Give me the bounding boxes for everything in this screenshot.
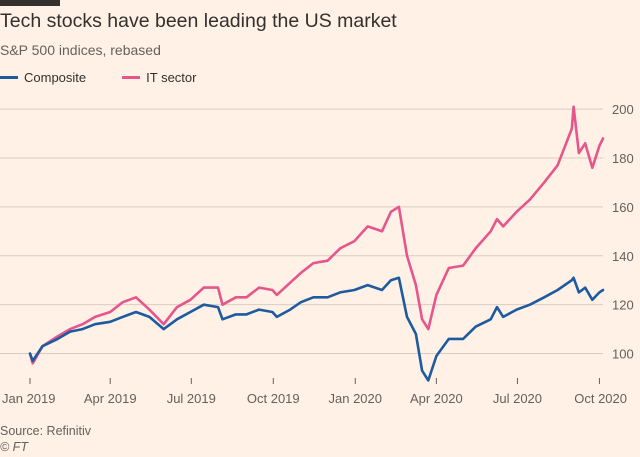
legend-swatch-composite (0, 76, 18, 79)
gridlines (0, 108, 603, 355)
legend-item-composite: Composite (0, 70, 86, 85)
y-tick-label: 140 (612, 249, 634, 264)
series-line-it-sector (28, 105, 605, 365)
legend-label-it-sector: IT sector (146, 70, 197, 85)
legend-item-it-sector: IT sector (122, 70, 196, 85)
x-axis-ticks: Jan 2019 Apr 2019 Jul 2019 Oct 2019 Jan 2020… (2, 378, 627, 406)
y-tick-label: 180 (612, 151, 634, 166)
x-tick-label: Jul 2019 (167, 391, 216, 406)
ft-brand-bar (0, 0, 60, 6)
chart-title: Tech stocks have been leading the US mar… (0, 10, 397, 32)
ft-credit: © FT (0, 440, 28, 454)
x-tick-label: Jan 2020 (329, 391, 383, 406)
y-tick-label: 200 (612, 102, 634, 117)
legend-label-composite: Composite (24, 70, 87, 85)
chart-subtitle: S&P 500 indices, rebased (0, 42, 161, 58)
x-tick-label: Oct 2019 (247, 391, 300, 406)
chart-legend: Composite IT sector (0, 70, 196, 85)
y-axis-ticks: 100 120 140 160 180 200 (612, 102, 634, 361)
x-tick-label: Apr 2020 (410, 391, 463, 406)
source-note: Source: Refinitiv (0, 424, 92, 438)
legend-swatch-it-sector (122, 76, 141, 79)
x-tick-label: Oct 2020 (574, 391, 627, 406)
x-tick-label: Jan 2019 (2, 391, 56, 406)
x-tick-label: Apr 2019 (84, 391, 137, 406)
y-tick-label: 160 (612, 200, 634, 215)
x-tick-label: Jul 2020 (493, 391, 542, 406)
series-lines (28, 105, 605, 382)
y-tick-label: 100 (612, 347, 634, 362)
series-line-composite (28, 276, 605, 382)
y-tick-label: 120 (612, 298, 634, 313)
